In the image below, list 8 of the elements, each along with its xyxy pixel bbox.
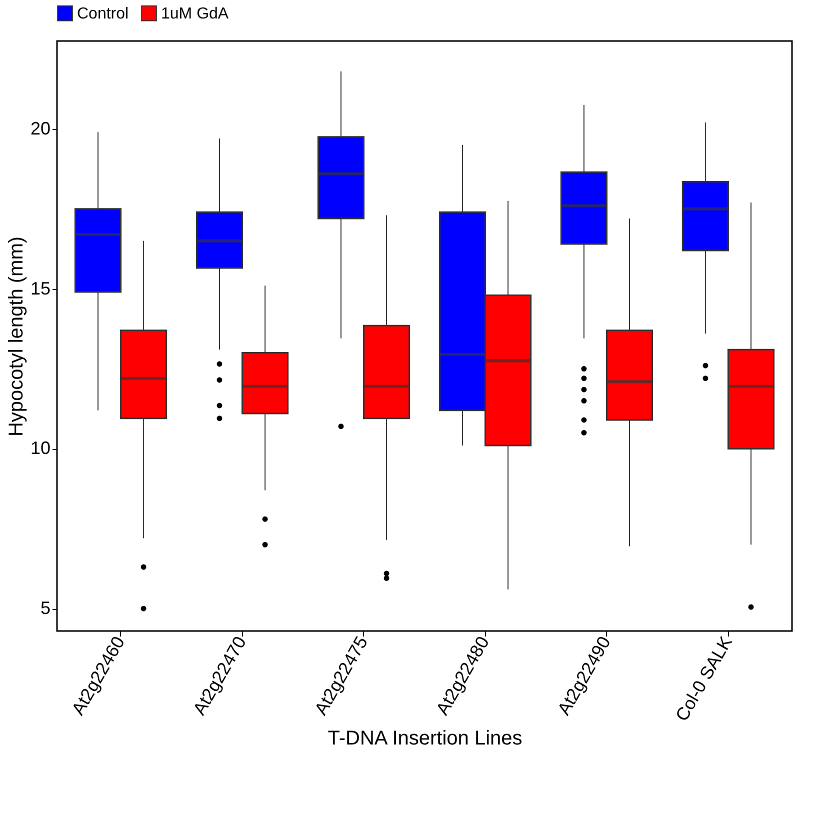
y-tick-label: 15 xyxy=(30,278,50,298)
x-axis-title: T-DNA Insertion Lines xyxy=(328,727,522,750)
y-tick-label: 20 xyxy=(30,118,50,138)
y-axis-title: Hypocotyl length (mm) xyxy=(5,236,28,437)
legend-label: Control xyxy=(77,5,129,22)
legend-label: 1uM GdA xyxy=(161,5,229,22)
y-tick-label: 10 xyxy=(30,438,50,458)
y-tick-label: 5 xyxy=(40,598,50,618)
